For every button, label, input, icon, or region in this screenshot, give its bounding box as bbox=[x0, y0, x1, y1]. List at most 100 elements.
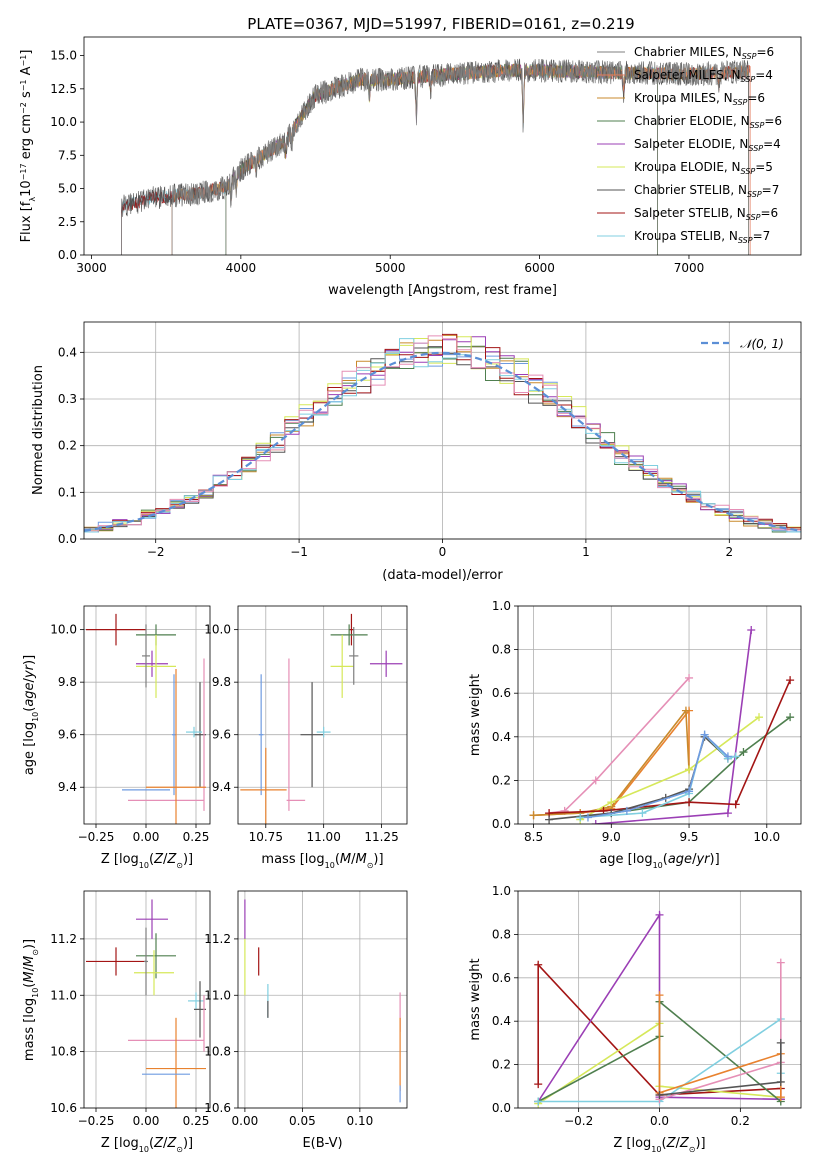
label-part: / bbox=[163, 852, 168, 867]
legend-label: Chabrier MILES, N bbox=[634, 45, 742, 59]
x-tick-label: −0.25 bbox=[78, 830, 115, 844]
legend-entry-SalpeterELODIE: Salpeter ELODIE, NSSP=4 bbox=[634, 137, 781, 153]
plot-area bbox=[121, 58, 751, 255]
label-part: ] bbox=[19, 50, 34, 55]
y-tick-label: 0.0 bbox=[58, 248, 77, 262]
y-tick-label: 0.8 bbox=[492, 927, 511, 941]
series-line bbox=[549, 735, 729, 821]
label-part: / bbox=[163, 1136, 168, 1151]
label-part: −17 bbox=[19, 163, 28, 180]
label-part: ⊙ bbox=[176, 861, 183, 870]
errorbar-orange bbox=[146, 1017, 206, 1108]
label-part: age [log bbox=[22, 722, 37, 775]
x-tick-label: 5000 bbox=[375, 261, 406, 275]
frame: 8.5 9.0 9.5 10.0 0.0 0.2 0.4 0.6 0.8 1.0 bbox=[492, 599, 802, 844]
x-tick-label: 6000 bbox=[524, 261, 555, 275]
legend-value: =6 bbox=[747, 91, 765, 105]
x-axis-label: age [log10(age/yr)] bbox=[599, 852, 719, 870]
figure-title: PLATE=0367, MJD=51997, FIBERID=0161, z=0… bbox=[247, 15, 634, 33]
y-tick-label: 1.0 bbox=[492, 884, 511, 898]
legend-label: Chabrier ELODIE, N bbox=[634, 114, 750, 128]
x-tick-label: −2 bbox=[147, 545, 165, 559]
x-tick-label: 0 bbox=[439, 545, 447, 559]
legend-label: Salpeter ELODIE, N bbox=[634, 137, 748, 151]
y-tick-label: 9.8 bbox=[58, 675, 77, 689]
plot-area bbox=[244, 899, 401, 1103]
x-axis-label: Z [log10(Z/Z⊙)] bbox=[101, 1136, 193, 1154]
x-tick-label: 8.5 bbox=[524, 830, 543, 844]
y-axis-label: mass [log10(M/M⊙)] bbox=[22, 939, 40, 1061]
data-point bbox=[591, 776, 600, 785]
x-tick-label: 0.0 bbox=[650, 1114, 669, 1128]
x-tick-label: 0.00 bbox=[133, 1114, 160, 1128]
y-tick-label: 11.2 bbox=[50, 932, 77, 946]
errorbar-SalpeterELODIE bbox=[136, 650, 168, 677]
x-tick-label: 0.25 bbox=[183, 830, 210, 844]
data-point bbox=[655, 991, 664, 1000]
label-part: ( bbox=[661, 1136, 666, 1151]
y-tick-label: 0.0 bbox=[58, 532, 77, 546]
x-tick-label: 10.0 bbox=[753, 830, 780, 844]
label-part: E(B-V) bbox=[302, 1136, 342, 1151]
data-point bbox=[739, 748, 748, 757]
histogram-ChabrierELODIE bbox=[84, 345, 801, 533]
frame: −0.25 0.00 0.25 9.4 9.6 9.8 10.0 bbox=[50, 605, 211, 844]
plot-area bbox=[86, 613, 206, 824]
x-axis-label: mass [log10(M/M⊙)] bbox=[261, 852, 383, 870]
x-tick-label: 0.10 bbox=[347, 1114, 374, 1128]
legend-label: Salpeter MILES, N bbox=[634, 68, 741, 82]
label-part: ⊙ bbox=[689, 1145, 696, 1154]
legend-entry-KroupaELODIE: Kroupa ELODIE, NSSP=5 bbox=[634, 160, 773, 176]
y-tick-label: 0.2 bbox=[492, 1058, 511, 1072]
label-part: )] bbox=[183, 852, 193, 867]
x-tick-label: 4000 bbox=[226, 261, 257, 275]
label-part: Z [log bbox=[613, 1136, 651, 1151]
legend-label: Kroupa ELODIE, N bbox=[634, 160, 741, 174]
legend-label: Kroupa MILES, N bbox=[634, 91, 733, 105]
x-tick-label: 3000 bbox=[76, 261, 107, 275]
label-part: )] bbox=[22, 655, 37, 665]
label-part: Z bbox=[666, 1136, 677, 1151]
x-tick-label: 0.2 bbox=[731, 1114, 750, 1128]
errorbar-KroupaELODIE bbox=[330, 634, 354, 698]
plot-area bbox=[529, 625, 795, 824]
label-part: erg cm bbox=[19, 114, 34, 163]
label-part: / bbox=[22, 966, 37, 971]
errorbar-orange bbox=[146, 669, 206, 824]
axes-weight_vs_Z: −0.2 0.0 0.20.00.20.40.60.81.0Z [log10(Z/Z… bbox=[468, 884, 802, 1154]
x-tick-label: 7000 bbox=[674, 261, 705, 275]
x-tick-label: 1 bbox=[582, 545, 590, 559]
label-part: ( bbox=[663, 852, 668, 867]
data-point bbox=[655, 910, 664, 919]
label-part: −1 bbox=[19, 55, 28, 67]
y-tick-label: 11.0 bbox=[50, 988, 77, 1002]
x-axis-label: wavelength [Angstrom, rest frame] bbox=[328, 283, 557, 298]
x-axis-label: (data-model)/error bbox=[382, 568, 503, 583]
errorbar-ChabrierMILES bbox=[144, 927, 148, 996]
legend-entry-ChabrierSTELIB: Chabrier STELIB, NSSP=7 bbox=[634, 183, 779, 199]
y-tick-label: 7.5 bbox=[58, 148, 77, 162]
x-tick-label: 11.25 bbox=[364, 830, 398, 844]
histogram-SalpeterSTELIB bbox=[84, 333, 801, 533]
series-SalpeterSTELIB bbox=[545, 676, 795, 818]
label-part: / bbox=[675, 1136, 680, 1151]
chart-layer: 3000 4000 5000 6000 70000.02.55.07.510.012.5… bbox=[19, 36, 802, 1154]
errorbar-blue bbox=[172, 674, 176, 796]
y-tick-label: 2.5 bbox=[58, 215, 77, 229]
y-tick-label: 10.0 bbox=[204, 623, 231, 637]
legend-sub: SSP bbox=[741, 167, 756, 176]
plot-area bbox=[86, 899, 206, 1108]
y-tick-label: 9.4 bbox=[212, 780, 231, 794]
y-axis-label: mass weight bbox=[468, 674, 483, 756]
label-part: −2 bbox=[19, 102, 28, 114]
data-point bbox=[776, 1038, 785, 1047]
axes-age_vs_mass: 10.75 11.00 11.25 9.4 9.6 9.8 10.0 mass [log10(… bbox=[204, 605, 408, 870]
label-part: s bbox=[19, 91, 34, 102]
legend-entry-ChabrierMILES: Chabrier MILES, NSSP=6 bbox=[634, 45, 774, 61]
label-part: yr bbox=[695, 852, 711, 867]
y-tick-label: 10.8 bbox=[50, 1045, 77, 1059]
label-part: age bbox=[668, 852, 692, 867]
axes-residuals: −2 −1 0 1 2 0.0 0.1 0.2 0.3 0.4 𝒩(0, 1) (data-model… bbox=[31, 321, 802, 583]
legend-value: =6 bbox=[756, 45, 774, 59]
